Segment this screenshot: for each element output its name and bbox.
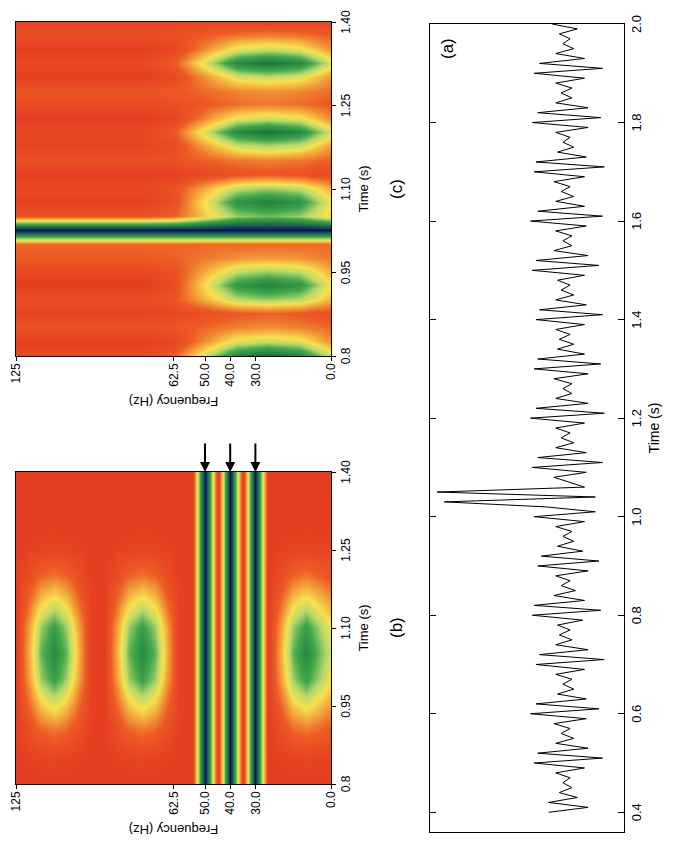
svg-text:62.5: 62.5 [167, 363, 181, 387]
svg-text:62.5: 62.5 [167, 791, 181, 815]
svg-text:40.0: 40.0 [223, 363, 237, 387]
svg-text:1.10: 1.10 [339, 616, 353, 640]
svg-text:1.40: 1.40 [339, 10, 353, 34]
svg-text:0.8: 0.8 [629, 606, 644, 624]
svg-text:(b): (b) [387, 617, 406, 638]
svg-text:0.95: 0.95 [339, 260, 353, 284]
svg-text:Frequency (Hz): Frequency (Hz) [129, 394, 219, 409]
svg-text:1.2: 1.2 [629, 409, 644, 427]
svg-text:50.0: 50.0 [198, 363, 212, 387]
svg-text:30.0: 30.0 [249, 791, 263, 815]
svg-text:0.8: 0.8 [339, 775, 353, 792]
svg-text:1.40: 1.40 [339, 460, 353, 484]
svg-text:Time (s): Time (s) [356, 604, 371, 651]
svg-text:0.6: 0.6 [629, 705, 644, 723]
svg-text:1.0: 1.0 [629, 508, 644, 526]
svg-text:0.0: 0.0 [324, 791, 338, 808]
svg-text:0.4: 0.4 [629, 803, 644, 821]
svg-text:Frequency (Hz): Frequency (Hz) [129, 822, 219, 837]
svg-text:(a): (a) [438, 38, 457, 59]
svg-text:30.0: 30.0 [249, 363, 263, 387]
svg-text:Time (s): Time (s) [646, 403, 662, 454]
svg-text:50.0: 50.0 [198, 791, 212, 815]
svg-text:1.6: 1.6 [629, 212, 644, 230]
svg-text:2.0: 2.0 [629, 15, 644, 33]
svg-text:1.25: 1.25 [339, 93, 353, 117]
svg-text:1.4: 1.4 [629, 311, 644, 329]
svg-text:1.10: 1.10 [339, 177, 353, 201]
svg-text:0.95: 0.95 [339, 694, 353, 718]
svg-text:1.25: 1.25 [339, 538, 353, 562]
svg-text:125: 125 [9, 791, 23, 811]
svg-text:(c): (c) [387, 179, 406, 199]
svg-text:125: 125 [9, 363, 23, 383]
svg-text:0.0: 0.0 [324, 363, 338, 380]
svg-text:Time (s): Time (s) [356, 165, 371, 212]
svg-text:1.8: 1.8 [629, 114, 644, 132]
svg-text:40.0: 40.0 [223, 791, 237, 815]
svg-text:0.8: 0.8 [339, 347, 353, 364]
